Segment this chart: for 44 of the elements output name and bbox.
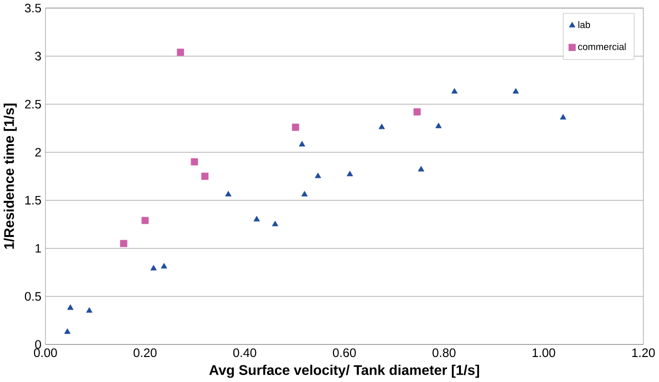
legend-label: lab [578, 21, 590, 28]
x-tick-label: 0.20 [134, 348, 157, 358]
point [120, 240, 128, 248]
point [292, 124, 300, 132]
point [560, 114, 566, 120]
point [451, 88, 458, 94]
y-tick-label: 3.5 [24, 4, 41, 13]
point [160, 263, 168, 269]
x-axis-title: Avg Surface velocity/ Tank diameter [1/s] [209, 364, 480, 378]
point [298, 141, 306, 147]
point [150, 265, 157, 271]
x-tick-label: 0.00 [34, 348, 57, 358]
point [418, 166, 424, 172]
y-axis-title: 1/Residence time [1/s] [4, 104, 17, 249]
point [512, 88, 519, 94]
legend-label: commercial [578, 43, 626, 50]
point [64, 328, 70, 334]
point [378, 124, 385, 130]
point [414, 108, 421, 116]
y-tick-label: 1.5 [25, 196, 41, 205]
point [225, 191, 232, 197]
point [201, 172, 208, 180]
y-tick-label: 2 [35, 148, 41, 157]
y-tick-label: 3 [35, 52, 41, 61]
y-tick-label: 0 [35, 340, 42, 350]
point [346, 170, 353, 176]
point [142, 217, 149, 224]
x-tick-label: 1.00 [532, 348, 556, 358]
point [314, 172, 322, 178]
point [190, 158, 198, 166]
point [301, 191, 308, 197]
x-tick-label: 1.20 [632, 348, 655, 358]
point [176, 48, 184, 56]
y-tick-label: 0.5 [24, 292, 41, 301]
point [272, 220, 278, 226]
x-tick-label: 0.80 [432, 348, 456, 358]
point [435, 122, 442, 128]
y-tick-label: 1 [36, 244, 41, 253]
x-tick-label: 0.60 [332, 348, 356, 358]
point [254, 216, 260, 222]
x-tick-label: 0.40 [233, 348, 256, 358]
point [86, 307, 92, 313]
y-tick-label: 2.5 [25, 100, 41, 109]
point [67, 304, 74, 310]
